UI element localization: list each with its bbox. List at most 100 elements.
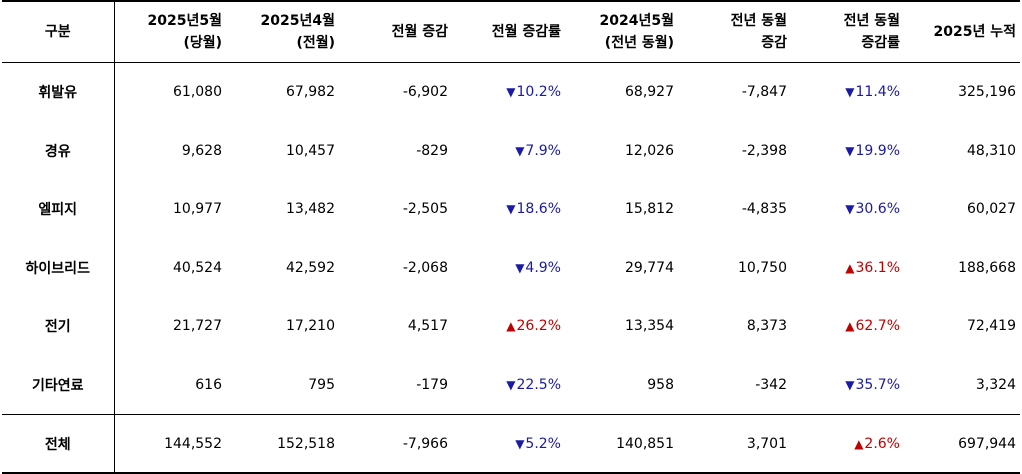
- cell-apr2025: 152,518: [226, 414, 339, 474]
- cell-may2024: 15,812: [625, 201, 674, 218]
- rate-value: 7.9%: [525, 142, 561, 159]
- rate-value: 62.7%: [855, 318, 900, 335]
- cell-yoy-rate: ▼11.4%: [791, 63, 904, 122]
- rate-value: 19.9%: [855, 142, 900, 159]
- triangle-down-icon: ▼: [515, 436, 525, 451]
- triangle-down-icon: ▼: [515, 143, 525, 158]
- cell-may2024: 140,851: [565, 414, 678, 474]
- header-line: 구분: [44, 24, 71, 40]
- cell-mom-change: -179: [416, 376, 448, 393]
- rate-value: 35.7%: [855, 376, 900, 393]
- column-header: 2025년5월 (당월): [114, 0, 226, 63]
- cell-ytd2025: 325,196: [958, 84, 1016, 101]
- cell-yoy-change: -7,847: [741, 84, 787, 101]
- cell-yoy-change: 8,373: [746, 318, 787, 335]
- column-header: 2025년4월 (전월): [226, 0, 339, 63]
- column-header: 2025년 누적: [904, 0, 1020, 63]
- rate-value: 18.6%: [516, 201, 561, 218]
- rate-value: 22.5%: [516, 376, 561, 393]
- rate-value: 30.6%: [855, 201, 900, 218]
- triangle-up-icon: ▲: [506, 319, 516, 334]
- table-row: 경유 9,628 10,457 -829 ▼7.9% 12,026 -2,398 ▼19.9%…: [2, 121, 1020, 181]
- cell-ytd2025: 72,419: [967, 318, 1016, 335]
- table-row: 휘발유 61,080 67,982 -6,902 ▼10.2% 68,927 -7,847 ▼…: [2, 62, 1020, 122]
- header-line: 2025년5월: [147, 13, 222, 29]
- cell-may2025: 10,977: [173, 201, 222, 218]
- table-row: 기타연료 616 795 -179 ▼22.5% 958 -342 ▼35.7% 3,324: [2, 355, 1020, 415]
- triangle-down-icon: ▼: [845, 202, 855, 217]
- cell-may2024: 29,774: [625, 259, 674, 276]
- cell-yoy-change: 10,750: [738, 259, 787, 276]
- column-header: 전월 증감: [339, 0, 452, 63]
- header-line: 전년 동월: [730, 13, 787, 29]
- cell-may2024: 12,026: [625, 142, 674, 159]
- cell-may2025: 40,524: [173, 259, 222, 276]
- cell-yoy-rate: ▼19.9%: [791, 122, 904, 181]
- header-line: 2024년5월: [599, 13, 674, 29]
- cell-mom-change: 4,517: [407, 318, 448, 335]
- table-body: 휘발유 61,080 67,982 -6,902 ▼10.2% 68,927 -7,847 ▼…: [2, 62, 1020, 474]
- rate-value: 2.6%: [864, 435, 900, 452]
- rate-value: 36.1%: [855, 259, 900, 276]
- cell-may2025: 616: [195, 376, 222, 393]
- cell-may2024: 68,927: [625, 84, 674, 101]
- header-line: 2025년4월: [260, 13, 335, 29]
- cell-yoy-rate: ▲62.7%: [791, 297, 904, 356]
- cell-may2024: 958: [647, 376, 674, 393]
- cell-ytd2025: 697,944: [904, 414, 1020, 474]
- cell-ytd2025: 188,668: [958, 259, 1016, 276]
- table-row: 하이브리드 40,524 42,592 -2,068 ▼4.9% 29,774 10,750…: [2, 238, 1020, 298]
- header-line: 2025년 누적: [933, 24, 1016, 40]
- triangle-up-icon: ▲: [854, 436, 864, 451]
- rate-value: 11.4%: [855, 84, 900, 101]
- row-category: 전기: [2, 297, 115, 356]
- cell-mom-rate: ▼10.2%: [452, 63, 565, 122]
- table-row: 전기 21,727 17,210 4,517 ▲26.2% 13,354 8,373 ▲62.…: [2, 297, 1020, 356]
- cell-mom-change: -6,902: [402, 84, 448, 101]
- rate-value: 5.2%: [525, 435, 561, 452]
- cell-mom-change: -829: [416, 142, 448, 159]
- column-header: 구분: [2, 0, 115, 63]
- cell-apr2025: 67,982: [286, 84, 335, 101]
- triangle-up-icon: ▲: [845, 319, 855, 334]
- header-line: (전년 동월): [604, 35, 674, 51]
- cell-mom-rate: ▲26.2%: [452, 297, 565, 356]
- column-header: 2024년5월 (전년 동월): [565, 0, 678, 63]
- cell-ytd2025: 3,324: [975, 376, 1016, 393]
- rate-value: 10.2%: [516, 84, 561, 101]
- triangle-down-icon: ▼: [845, 143, 855, 158]
- triangle-down-icon: ▼: [845, 85, 855, 100]
- triangle-down-icon: ▼: [506, 202, 516, 217]
- header-line: (전월): [296, 35, 335, 51]
- header-line: 증감: [761, 35, 787, 51]
- cell-yoy-change: -2,398: [741, 142, 787, 159]
- cell-may2024: 13,354: [625, 318, 674, 335]
- cell-mom-change: -2,068: [402, 259, 448, 276]
- cell-apr2025: 795: [308, 376, 335, 393]
- triangle-down-icon: ▼: [515, 260, 525, 275]
- rate-value: 26.2%: [516, 318, 561, 335]
- cell-apr2025: 17,210: [286, 318, 335, 335]
- cell-ytd2025: 48,310: [967, 142, 1016, 159]
- cell-yoy-rate: ▲36.1%: [791, 239, 904, 298]
- cell-mom-change: -7,966: [339, 414, 452, 474]
- cell-yoy-change: -342: [755, 376, 787, 393]
- header-line: 증감률: [861, 35, 900, 51]
- cell-may2025: 9,628: [181, 142, 222, 159]
- row-category: 전체: [2, 414, 115, 474]
- cell-may2025: 61,080: [173, 84, 222, 101]
- row-category: 엘피지: [2, 180, 115, 239]
- total-row: 전체 144,552 152,518 -7,966 ▼5.2% 140,851 3,701 ▲…: [2, 414, 1020, 474]
- cell-apr2025: 13,482: [286, 201, 335, 218]
- cell-yoy-rate: ▼35.7%: [791, 356, 904, 415]
- cell-apr2025: 10,457: [286, 142, 335, 159]
- column-header: 전년 동월 증감률: [791, 0, 904, 63]
- cell-mom-change: -2,505: [402, 201, 448, 218]
- row-category: 휘발유: [2, 62, 115, 122]
- cell-mom-rate: ▼4.9%: [452, 239, 565, 298]
- row-category: 기타연료: [2, 355, 115, 415]
- cell-yoy-rate: ▼30.6%: [791, 180, 904, 239]
- rate-value: 4.9%: [525, 259, 561, 276]
